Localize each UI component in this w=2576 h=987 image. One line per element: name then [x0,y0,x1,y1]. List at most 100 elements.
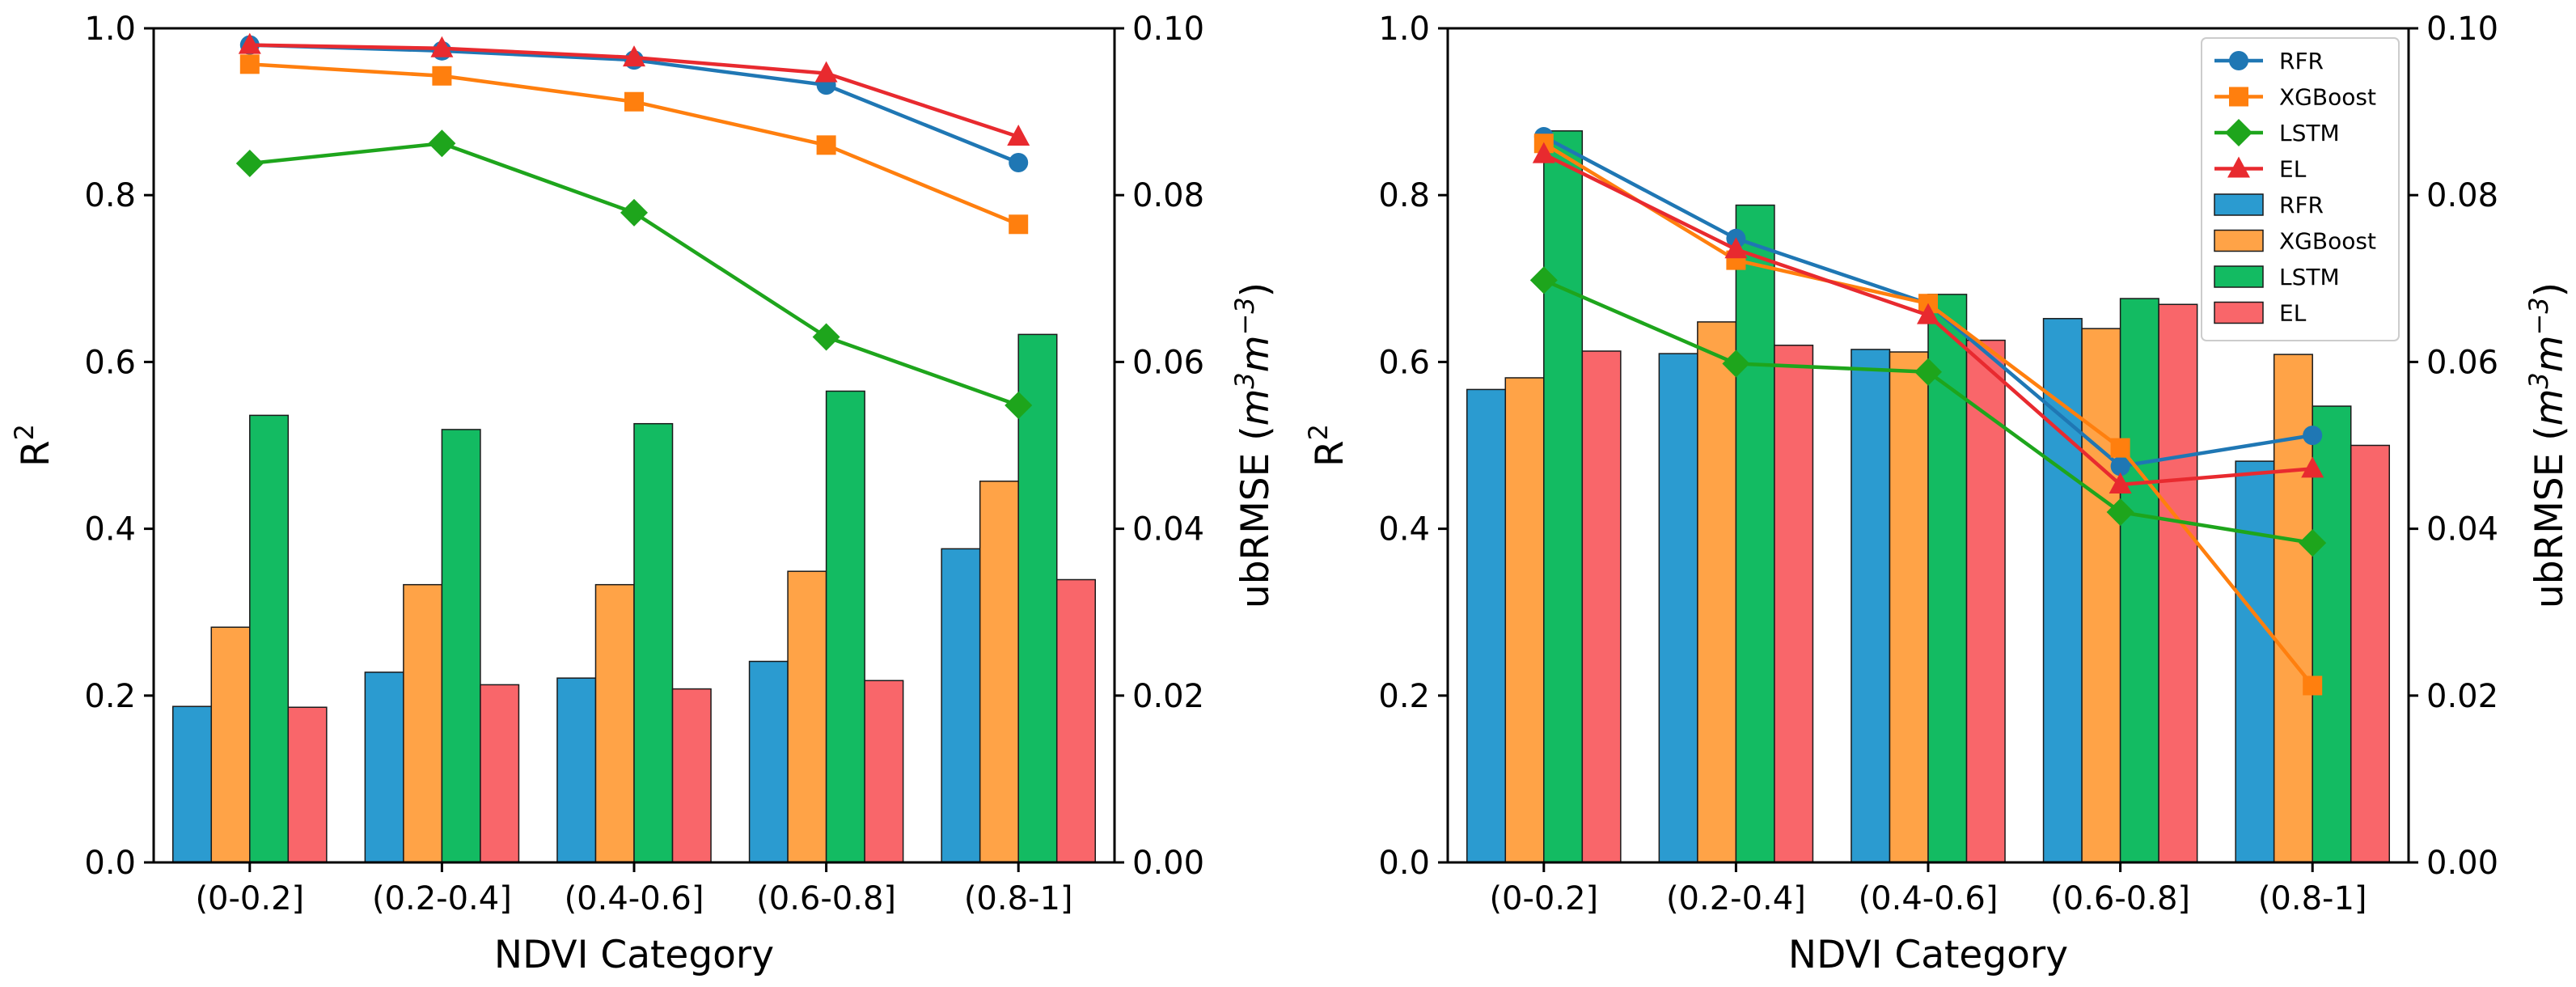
panel-left-point-xgboost-4 [1009,214,1029,235]
panel-right-legend-marker-el [2227,156,2250,178]
panel-right-legend-marker-lstm [2225,119,2252,146]
panel-left-point-el-4 [1007,125,1030,146]
panel-left-point-rfr-4 [1009,152,1029,172]
panel-right-point-el-1 [1724,237,1748,259]
panel-right-xtick-label: (0.2-0.4] [1666,880,1806,917]
panel-left-bar-el-3 [864,680,904,863]
panel-left-xtick-label: (0.8-1] [964,880,1073,917]
panel-right-ytick-right-label: 0.10 [2426,11,2498,48]
panel-right-legend-box [2201,37,2400,341]
panel-right-ytick-left-label: 0.2 [1378,678,1430,715]
panel-left-ytick-left-label: 0.2 [84,678,136,715]
panel-right-bar-el-3 [2158,303,2198,863]
panel-left-ytick-left-label: 0.0 [84,845,136,882]
panel-left-ytick-right-label: 0.00 [1132,845,1204,882]
panel-left-xtick-label: (0.6-0.8] [756,880,896,917]
panel-right-xtick-label: (0.6-0.8] [2050,880,2190,917]
panel-left-bar-rfr-2 [556,677,597,863]
panel-right-ytick-left-label: 0.6 [1378,344,1430,381]
panel-right-legend-patch-xgboost [2214,229,2264,252]
panel-left-line-lstm [249,142,1019,408]
panel-right-legend-label-line-xgboost: XGBoost [2279,84,2376,111]
panel-left-bar-xgboost-1 [403,583,443,863]
panel-left-bar-el-2 [671,688,712,863]
panel-left-ytick-right-label: 0.06 [1132,344,1204,381]
panel-right-y-axis-title-left: R2 [1303,424,1352,467]
panel-right-point-el-2 [1917,303,1939,324]
panel-left-ytick-right-label: 0.08 [1132,177,1204,214]
panel-right-ytick-left-label: 1.0 [1378,11,1430,48]
panel-right-legend-marker-rfr [2229,51,2248,70]
panel-right-point-rfr-3 [2110,456,2130,477]
panel-left-ytick-left-label: 0.8 [84,177,136,214]
panel-right-ytick-right-label: 0.00 [2426,845,2498,882]
panel-right-bar-rfr-3 [2042,318,2083,863]
panel-left-ytick-left-label: 0.6 [84,344,136,381]
panel-right-legend-marker-xgboost [2229,87,2248,107]
panel-right-legend-label-bar-lstm: LSTM [2279,264,2340,290]
panel-right-legend-label-line-lstm: LSTM [2279,120,2340,146]
panel-left-bar-xgboost-3 [787,570,827,863]
panel-right-bar-el-2 [1965,339,2006,863]
panel-right-bar-lstm-3 [2119,298,2159,863]
panel-right-legend-label-line-rfr: RFR [2279,48,2324,74]
panel-left-bar-xgboost-2 [594,583,635,863]
panel-right-point-el-0 [1532,142,1555,163]
panel-right-bar-lstm-2 [1927,294,1968,863]
panel-right-legend-label-bar-rfr: RFR [2279,192,2324,218]
panel-left-bar-rfr-4 [941,548,981,863]
panel-left-point-el-2 [623,45,645,67]
panel-right-point-el-4 [2301,456,2324,478]
panel-right-legend-label-line-el: EL [2279,156,2307,183]
panel-right-bar-rfr-4 [2235,460,2275,863]
panel-left-xtick-label: (0.2-0.4] [372,880,512,917]
panel-left-point-xgboost-0 [239,54,260,74]
panel-left-point-el-1 [430,36,454,57]
panel-left-ytick-right-label: 0.10 [1132,11,1204,48]
panel-right-legend-label-bar-el: EL [2279,300,2307,327]
panel-right-bar-el-0 [1581,350,1622,863]
panel-left-point-lstm-0 [235,150,264,178]
panel-right-bar-xgboost-0 [1504,377,1545,863]
panel-left-point-xgboost-3 [816,135,836,155]
panel-right-bar-xgboost-1 [1697,321,1737,863]
panel-left-bar-lstm-4 [1017,333,1058,863]
panel-right-ytick-left-label: 0.8 [1378,177,1430,214]
panel-left-bar-xgboost-0 [210,626,251,863]
panel-right-ytick-right-label: 0.08 [2426,177,2498,214]
panel-right-bar-rfr-2 [1851,349,1891,863]
panel-left-point-el-3 [814,61,838,83]
panel-left-bar-rfr-1 [364,671,404,863]
panel-right-legend-patch-el [2214,301,2264,324]
panel-right-xtick-label: (0.4-0.6] [1859,880,1999,917]
panel-right-point-lstm-1 [1722,349,1750,378]
panel-left-y-axis-title-right: ubRMSE (m3m−3) [1229,282,1278,608]
panel-right-point-xgboost-4 [2303,676,2323,696]
panel-left-chart: 0.0 0.2 0.4 0.6 0.8 1.0 0.00 0.02 0.04 0.06 0.08 0.… [9,11,1278,977]
panel-left-x-axis-title: NDVI Category [494,933,774,977]
panel-left-xtick-label: (0.4-0.6] [565,880,704,917]
panel-left-bar-lstm-1 [441,429,481,863]
panel-right-y-axis-title-right: ubRMSE (m3m−3) [2523,282,2572,608]
panel-left-xtick-label: (0-0.2] [195,880,304,917]
panel-right-xtick-label: (0-0.2] [1489,880,1598,917]
panel-left-bar-lstm-2 [633,422,674,863]
panel-right-legend-patch-lstm [2214,265,2264,288]
panel-left-bar-lstm-0 [249,414,290,863]
panel-right-x-axis-title: NDVI Category [1788,933,2068,977]
panel-left-ytick-left-label: 0.4 [84,511,136,549]
panel-right-point-xgboost-3 [2110,438,2130,458]
panel-right-point-el-3 [2109,472,2132,494]
panel-left-point-lstm-4 [1005,392,1033,420]
panel-left-bar-lstm-3 [825,390,865,863]
panel-right-ytick-right-label: 0.02 [2426,678,2498,715]
panel-right-bar-el-4 [2350,444,2390,863]
panel-left-ytick-left-label: 1.0 [84,11,136,48]
panel-right-bar-rfr-0 [1466,388,1507,863]
panel-left-point-xgboost-2 [624,91,644,112]
panel-right-legend-patch-rfr [2214,193,2264,216]
panel-left-bar-el-1 [480,684,520,863]
panel-right-ytick-right-label: 0.06 [2426,344,2498,381]
panel-right-point-lstm-0 [1529,266,1558,294]
